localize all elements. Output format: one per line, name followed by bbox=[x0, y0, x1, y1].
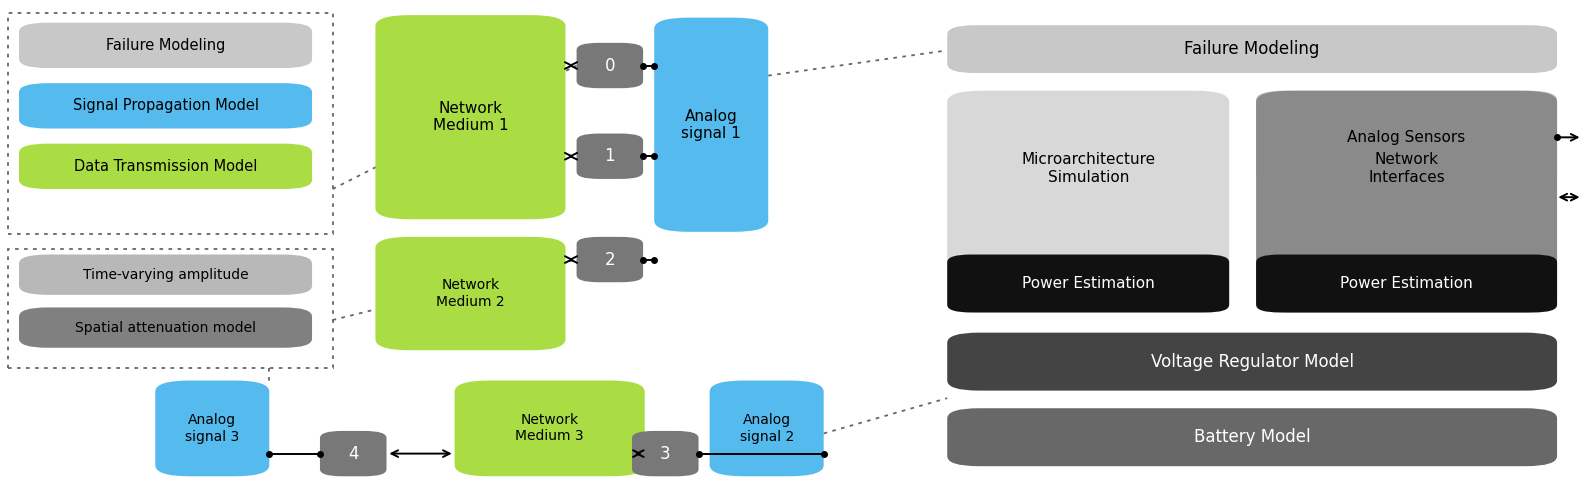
Text: Failure Modeling: Failure Modeling bbox=[106, 38, 225, 53]
Text: Power Estimation: Power Estimation bbox=[1022, 276, 1155, 291]
FancyBboxPatch shape bbox=[577, 237, 643, 282]
FancyBboxPatch shape bbox=[19, 144, 312, 189]
FancyBboxPatch shape bbox=[19, 83, 312, 129]
Text: Data Transmission Model: Data Transmission Model bbox=[74, 159, 257, 174]
Text: Spatial attenuation model: Spatial attenuation model bbox=[74, 321, 257, 335]
FancyBboxPatch shape bbox=[1256, 91, 1557, 184]
Text: Network
Medium 2: Network Medium 2 bbox=[436, 279, 505, 308]
FancyBboxPatch shape bbox=[710, 381, 824, 476]
Text: 4: 4 bbox=[348, 445, 358, 463]
Text: 3: 3 bbox=[661, 445, 670, 463]
FancyBboxPatch shape bbox=[947, 91, 1229, 312]
FancyBboxPatch shape bbox=[1256, 255, 1557, 312]
Text: Network
Interfaces: Network Interfaces bbox=[1369, 152, 1445, 184]
Text: 2: 2 bbox=[605, 250, 615, 269]
Text: Network
Medium 1: Network Medium 1 bbox=[432, 101, 508, 134]
FancyBboxPatch shape bbox=[19, 23, 312, 68]
FancyBboxPatch shape bbox=[1256, 91, 1557, 312]
FancyBboxPatch shape bbox=[155, 381, 269, 476]
FancyBboxPatch shape bbox=[375, 237, 565, 350]
FancyBboxPatch shape bbox=[947, 255, 1229, 312]
FancyBboxPatch shape bbox=[375, 15, 565, 219]
FancyBboxPatch shape bbox=[947, 333, 1557, 391]
Text: Power Estimation: Power Estimation bbox=[1340, 276, 1473, 291]
FancyBboxPatch shape bbox=[577, 43, 643, 88]
Text: Signal Propagation Model: Signal Propagation Model bbox=[73, 98, 258, 113]
Text: Analog
signal 3: Analog signal 3 bbox=[185, 413, 239, 444]
Text: Battery Model: Battery Model bbox=[1194, 428, 1310, 446]
FancyBboxPatch shape bbox=[947, 25, 1557, 73]
Text: Network
Medium 3: Network Medium 3 bbox=[515, 413, 584, 444]
FancyBboxPatch shape bbox=[577, 134, 643, 179]
Text: Analog Sensors: Analog Sensors bbox=[1348, 130, 1465, 145]
Text: Voltage Regulator Model: Voltage Regulator Model bbox=[1150, 353, 1354, 370]
FancyBboxPatch shape bbox=[320, 431, 386, 476]
Text: Analog
signal 1: Analog signal 1 bbox=[681, 108, 741, 141]
Text: Microarchitecture
Simulation: Microarchitecture Simulation bbox=[1022, 152, 1155, 184]
FancyBboxPatch shape bbox=[632, 431, 699, 476]
FancyBboxPatch shape bbox=[654, 18, 768, 232]
Text: Failure Modeling: Failure Modeling bbox=[1185, 40, 1319, 58]
Text: Analog
signal 2: Analog signal 2 bbox=[740, 413, 794, 444]
FancyBboxPatch shape bbox=[19, 255, 312, 295]
FancyBboxPatch shape bbox=[947, 408, 1557, 466]
Text: 0: 0 bbox=[605, 56, 615, 75]
Text: 1: 1 bbox=[605, 147, 615, 165]
Text: Time-varying amplitude: Time-varying amplitude bbox=[82, 268, 249, 282]
FancyBboxPatch shape bbox=[455, 381, 645, 476]
FancyBboxPatch shape bbox=[19, 307, 312, 348]
